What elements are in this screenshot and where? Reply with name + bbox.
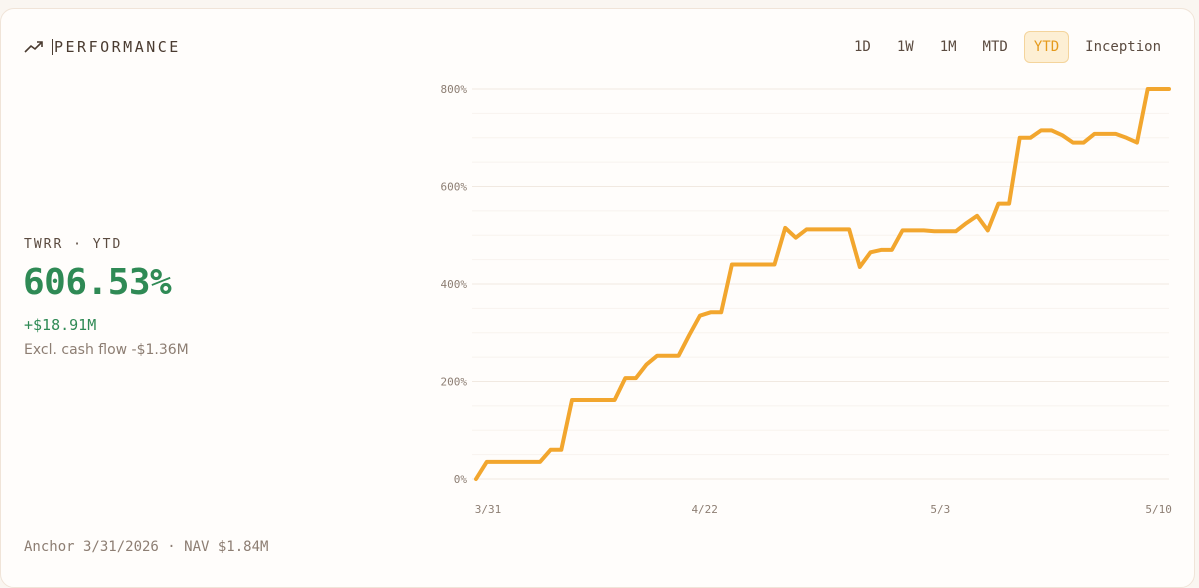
range-1d-button[interactable]: 1D	[844, 31, 881, 63]
x-tick-label: 3/31	[475, 503, 502, 516]
performance-chart: 0% 200% 400% 600% 800% 3/31 4/22 5/3 5/10	[441, 83, 1172, 516]
text-cursor	[52, 39, 53, 55]
range-ytd-button[interactable]: YTD	[1023, 31, 1070, 63]
y-tick-label: 800%	[441, 83, 468, 96]
y-tick-label: 0%	[454, 473, 468, 486]
metric-label: TWRR · YTD	[24, 237, 123, 252]
range-inception-button[interactable]: Inception	[1075, 31, 1171, 63]
range-mtd-button[interactable]: MTD	[973, 31, 1018, 63]
performance-card	[0, 8, 1195, 588]
y-tick-label: 400%	[441, 278, 468, 291]
metric-value: 606.53%	[23, 262, 172, 303]
series-line	[474, 87, 1171, 481]
range-1w-button[interactable]: 1W	[887, 31, 924, 63]
metric-excl-cash-flow: Excl. cash flow -$1.36M	[24, 342, 189, 358]
anchor-footer: Anchor 3/31/2026 · NAV $1.84M	[24, 539, 269, 555]
card-title: PERFORMANCE	[54, 38, 181, 56]
y-tick-label: 200%	[441, 376, 468, 389]
x-tick-label: 5/3	[930, 503, 950, 516]
x-tick-label: 5/10	[1145, 503, 1172, 516]
range-1m-button[interactable]: 1M	[930, 31, 967, 63]
card-header: PERFORMANCE	[24, 38, 181, 56]
metric-gain: +$18.91M	[24, 316, 97, 334]
range-selector: 1D 1W 1M MTD YTD Inception	[844, 31, 1171, 63]
trending-up-icon	[24, 41, 43, 53]
x-tick-label: 4/22	[691, 503, 718, 516]
y-tick-label: 600%	[441, 181, 468, 194]
